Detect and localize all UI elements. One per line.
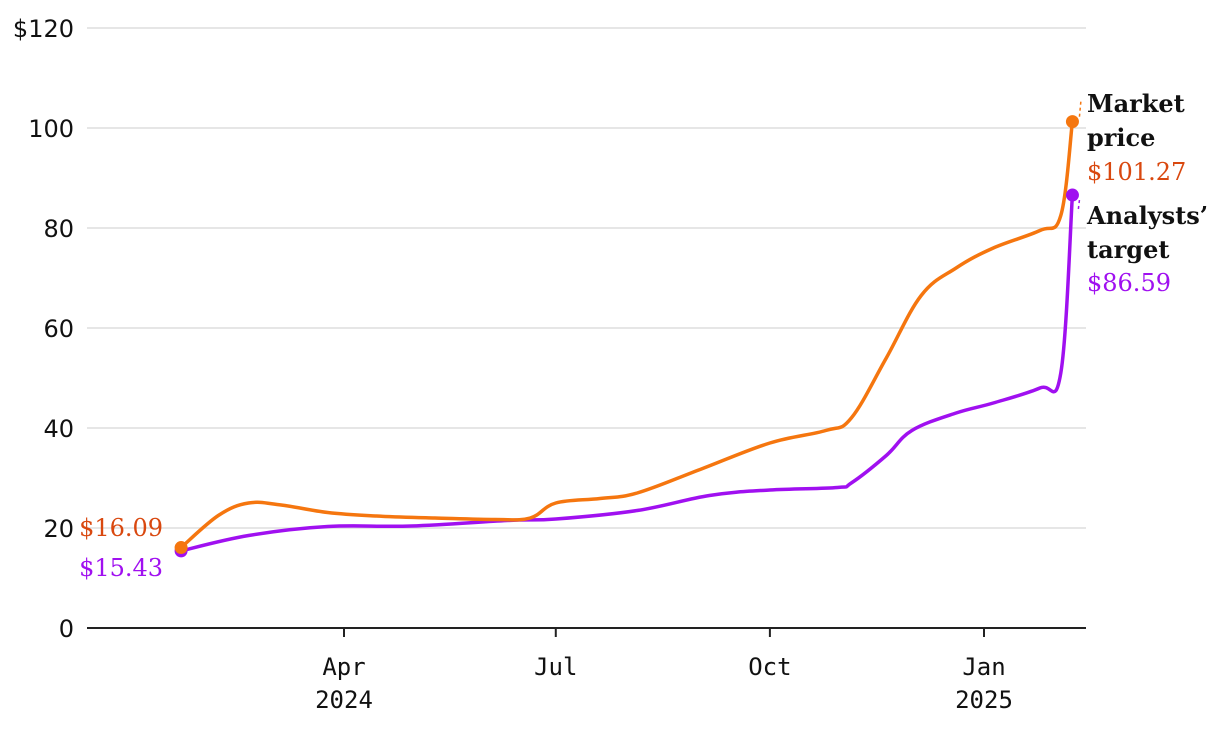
market-price-start-label: $16.09	[79, 514, 163, 542]
series-end-point-1	[1065, 188, 1079, 202]
y-axis-ticks: 0 20 40 60 80 100 $120	[13, 15, 74, 643]
analysts-target-start-label: $15.43	[79, 554, 163, 582]
y-tick-label: 0	[59, 615, 74, 643]
series-lines	[179, 119, 1075, 553]
series-end-point-0	[1065, 115, 1079, 129]
market-price-name-line-1: Market	[1087, 89, 1185, 118]
x-tick-year-label: 2025	[955, 686, 1013, 714]
series-markers	[174, 115, 1079, 558]
series-labels: $16.09 $15.43 Market price $101.27 Analysts’ t…	[79, 89, 1208, 582]
x-tick-label: Apr	[322, 653, 365, 681]
y-tick-label: 80	[43, 215, 74, 243]
series-start-point-0	[174, 541, 188, 555]
y-tick-label: 100	[28, 115, 74, 143]
series-line-1	[179, 193, 1075, 553]
x-tick-label: Oct	[748, 653, 791, 681]
analysts-target-name-line-2: target	[1087, 235, 1169, 264]
y-tick-label: $120	[13, 15, 74, 43]
y-tick-label: 40	[43, 415, 74, 443]
y-tick-label: 60	[43, 315, 74, 343]
market-price-leader-line	[1078, 99, 1082, 117]
market-price-name-line-2: price	[1087, 123, 1155, 152]
x-axis-ticks: Apr 2024 Jul Oct Jan 2025	[315, 628, 1013, 714]
x-tick-year-label: 2024	[315, 686, 373, 714]
analysts-target-name-line-1: Analysts’	[1086, 201, 1208, 230]
x-tick-label: Jan	[962, 653, 1005, 681]
y-tick-label: 20	[43, 515, 74, 543]
gridlines	[87, 27, 1086, 529]
x-tick-label: Jul	[534, 653, 577, 681]
analysts-target-leader-line	[1077, 199, 1081, 213]
series-line-0	[179, 119, 1075, 550]
market-price-end-label: $101.27	[1087, 158, 1186, 186]
analysts-target-end-label: $86.59	[1087, 269, 1171, 297]
